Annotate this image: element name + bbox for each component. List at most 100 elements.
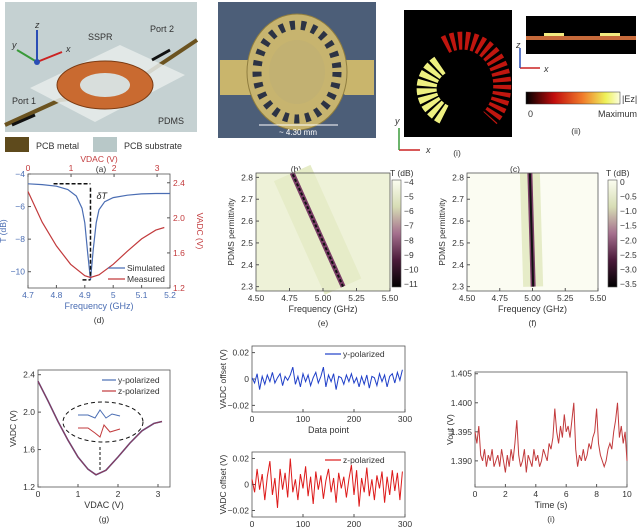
legend-pcb-substrate: PCB substrate xyxy=(124,141,182,151)
field-colorbar-min: 0 xyxy=(528,109,533,119)
y-tick-label: 0.02 xyxy=(232,454,249,464)
caption-e: (e) xyxy=(318,318,329,328)
caption-c-ii: (ii) xyxy=(571,126,581,136)
y-tick-label: 2.8 xyxy=(452,172,464,182)
side-view-substrate xyxy=(526,36,636,40)
x-tick-label: 4.9 xyxy=(79,290,91,300)
port1-label: Port 1 xyxy=(12,96,36,106)
delta-t-arrow xyxy=(53,183,92,281)
resonance-line xyxy=(528,172,535,287)
y-tick-label: −8 xyxy=(15,234,25,244)
plot-frame xyxy=(474,371,628,488)
y-tick-label: 0 xyxy=(244,480,249,490)
x-tick-label: 8 xyxy=(594,489,599,499)
inset-z-trace xyxy=(78,424,121,438)
x-tick-label: 5.50 xyxy=(382,293,399,303)
y-tick-label: 2.5 xyxy=(241,238,253,248)
colorbar-title: T (dB) xyxy=(606,168,630,178)
x-tick-label: 3 xyxy=(156,489,161,499)
x-tick-label: 300 xyxy=(398,414,412,424)
c-axis-x2-label: x xyxy=(543,64,549,74)
y-tick-label: 2.7 xyxy=(452,194,464,204)
x-axis-label: Frequency (GHz) xyxy=(498,304,567,314)
y-axis-label: Vout (V) xyxy=(445,414,455,445)
zoom-inset-ellipse xyxy=(62,401,144,443)
y-tick-label: 1.2 xyxy=(23,482,35,492)
x-tick-label: 5.1 xyxy=(136,290,148,300)
x-tick-label: 4.7 xyxy=(22,290,34,300)
x-tick-label: 4.50 xyxy=(459,293,476,303)
x2-tick-label: 3 xyxy=(155,163,160,173)
x-tick-label: 200 xyxy=(347,414,361,424)
colorbar-tick-label: −2.5 xyxy=(620,250,637,260)
y-tick-label: 0.02 xyxy=(232,348,249,358)
colorbar xyxy=(391,179,402,288)
y2-tick-label: 2.0 xyxy=(173,213,185,223)
y2-tick-label: 1.2 xyxy=(173,283,185,293)
caption-b: (b) xyxy=(291,164,302,174)
heatmap-e: T (dB)−4 −5 −6 −7 −8 −9 −10 −11 xyxy=(256,164,419,295)
x-tick-label: 200 xyxy=(347,519,361,528)
legend-swatch-pcb-metal xyxy=(5,137,29,152)
chart-i: 0 2 4 6 8 10 1.390 1.395 1.400 1.405 Time (s) Vout … xyxy=(445,369,632,524)
resonance-line xyxy=(291,172,345,288)
scale-bar-label: ~ 4.30 mm xyxy=(279,128,317,137)
y-tick-label: 2.5 xyxy=(452,238,464,248)
y-tick-label: 0 xyxy=(244,374,249,384)
sspr-label: SSPR xyxy=(88,32,113,42)
heatmap-f: T (dB)0 −0.5 −1.0 −1.5 −2.0 −2.5 −3.0 −3.5 xyxy=(467,168,637,291)
x-tick-label: 300 xyxy=(398,519,412,528)
x2-axis-label: VDAC (V) xyxy=(80,154,117,164)
legend-label: z-polarized xyxy=(343,455,385,465)
colorbar-tick-label: −10 xyxy=(404,264,419,274)
y-tick-label: −10 xyxy=(11,267,26,277)
c-axis-z-label: z xyxy=(515,40,521,50)
caption-d: (d) xyxy=(94,315,105,325)
x-tick-label: 100 xyxy=(296,519,310,528)
colorbar-tick-label: −6 xyxy=(404,206,414,216)
field-map-arc-red xyxy=(440,31,512,125)
legend-label: Simulated xyxy=(127,263,165,273)
series-z-polarized xyxy=(37,380,163,476)
y-tick-label: 2.3 xyxy=(241,282,253,292)
x-tick-label: 4.75 xyxy=(491,293,508,303)
colorbar-tick-label: −4 xyxy=(404,177,414,187)
colorbar-tick-label: −11 xyxy=(404,279,418,289)
charts: 4.7 4.8 4.9 5 5.1 5.2 −4 −6 −8 −10 Frequency (GHz)… xyxy=(0,154,637,528)
legend-label: y-polarized xyxy=(343,349,385,359)
y-tick-label: −6 xyxy=(15,202,25,212)
series-z-polarized xyxy=(251,458,403,508)
y-tick-label: 1.395 xyxy=(451,427,473,437)
y-axis-label: T (dB) xyxy=(0,219,8,243)
y-tick-label: 2.4 xyxy=(241,260,253,270)
plot-frame xyxy=(27,173,171,289)
side-view-metal-right xyxy=(600,33,620,36)
x-tick-label: 0 xyxy=(250,414,255,424)
x-tick-label: 4.50 xyxy=(248,293,265,303)
x-axis-label: VDAC (V) xyxy=(84,500,124,510)
colorbar-tick-label: −1.5 xyxy=(620,221,637,231)
x-tick-label: 100 xyxy=(296,414,310,424)
legend-label: Measured xyxy=(127,274,165,284)
y-axis-label: VADC (V) xyxy=(8,410,18,447)
chart-f: 4.50 4.75 5.00 5.25 5.50 2.3 2.4 2.5 2.6 2.7 2.8 Fr… xyxy=(437,172,607,328)
y-axis-label: VADC offset (V) xyxy=(218,349,228,409)
colorbar-tick-label: −9 xyxy=(404,250,414,260)
y-axis-label: VADC offset (V) xyxy=(218,455,228,515)
x-axis-label: Data point xyxy=(308,425,350,435)
colorbar xyxy=(607,179,618,288)
y-tick-label: 2.7 xyxy=(241,194,253,204)
c-axis-y-label: y xyxy=(394,116,400,126)
field-colorbar-label: |Ez| xyxy=(622,94,637,104)
inset-y-trace xyxy=(78,409,121,419)
x-tick-label: 0 xyxy=(473,489,478,499)
y-tick-label: 2.4 xyxy=(23,370,35,380)
x-tick-label: 5.00 xyxy=(315,293,332,303)
chart-d: 4.7 4.8 4.9 5 5.1 5.2 −4 −6 −8 −10 Frequency (GHz)… xyxy=(0,154,205,325)
c-axis-x-label: x xyxy=(425,145,431,155)
y-tick-label: 2.3 xyxy=(452,282,464,292)
chart-g: 0 1 2 3 1.2 1.6 2.0 2.4 VDAC (V) VADC (V) (g) y-pol… xyxy=(8,369,171,524)
delta-t-label: δT xyxy=(96,191,108,201)
plot-frame xyxy=(37,369,171,488)
